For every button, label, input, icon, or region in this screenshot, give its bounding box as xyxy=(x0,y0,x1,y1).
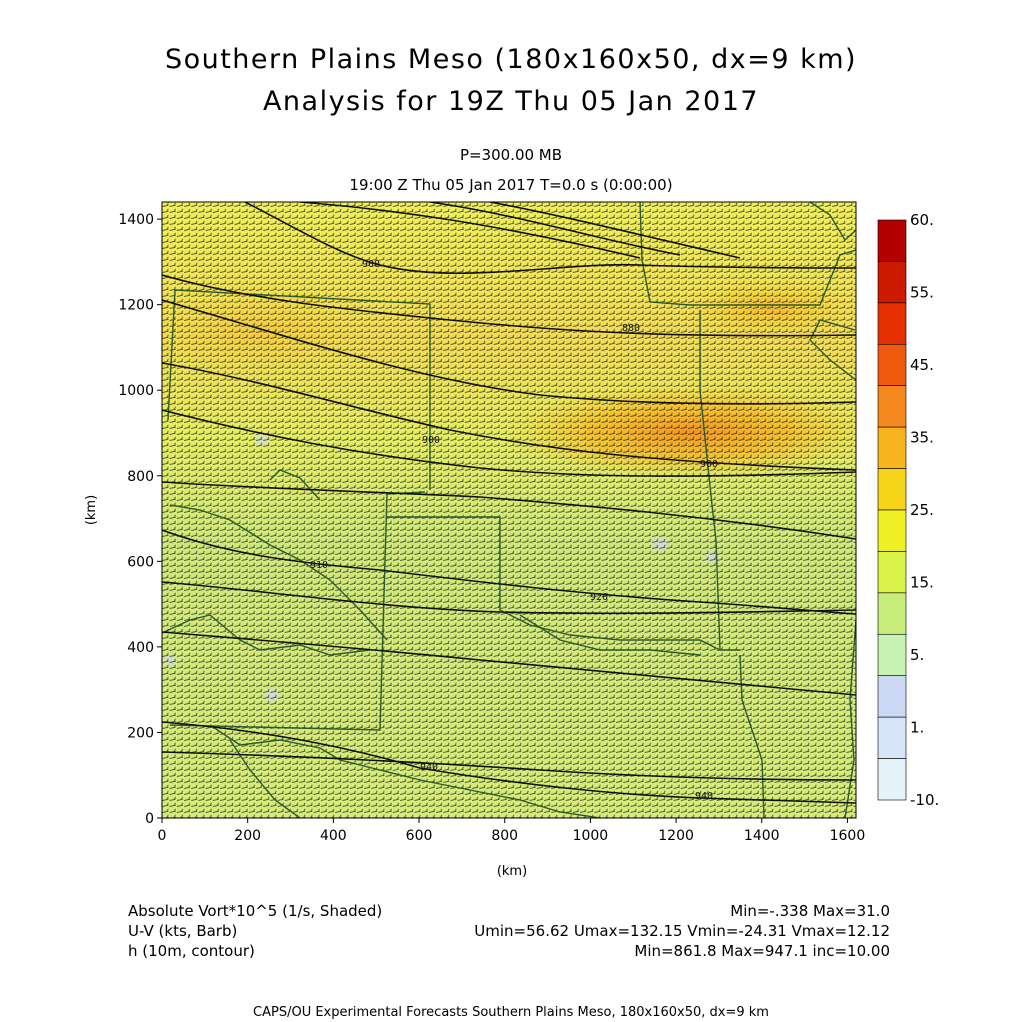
height-contour-line xyxy=(162,409,856,477)
y-axis-tick-label: 1200 xyxy=(118,298,154,314)
x-axis-tick-label: 1000 xyxy=(573,828,609,844)
colorbar-swatch xyxy=(877,343,907,387)
contour-labels: 900 880 900 900 910 920 940 940 xyxy=(310,259,718,802)
contour-label: 920 xyxy=(590,592,608,603)
colorbar-swatch xyxy=(877,261,907,304)
x-axis-tick-label: 600 xyxy=(406,828,433,844)
x-axis-label: (km) xyxy=(497,864,527,879)
colorbar-swatch xyxy=(877,219,907,262)
colorbar-swatch xyxy=(877,426,907,469)
y-axis-tick-label: 1400 xyxy=(118,212,154,228)
height-contour-line xyxy=(162,299,856,405)
height-contour-line xyxy=(162,529,856,615)
height-contour-line xyxy=(162,481,856,540)
colorbar-label: 15. xyxy=(910,574,934,592)
colorbar-swatch xyxy=(877,675,907,718)
colorbar-swatch xyxy=(877,592,907,635)
height-contour-line xyxy=(162,274,856,337)
plot-frame xyxy=(161,201,857,819)
colorbar-swatch xyxy=(877,509,907,552)
colorbar-label: -10. xyxy=(910,791,939,809)
y-axis-tick-label: 0 xyxy=(145,811,154,827)
y-axis: 0 200 400 600 800 1000 1200 1400 xyxy=(118,212,162,827)
height-contour-line xyxy=(162,581,856,615)
y-axis-tick-label: 1000 xyxy=(118,383,154,399)
height-contours xyxy=(162,202,856,804)
y-axis-tick-label: 400 xyxy=(127,640,154,656)
y-axis-tick-label: 200 xyxy=(127,725,154,741)
colorbar-label: 25. xyxy=(910,501,934,519)
colorbar-label: 5. xyxy=(910,646,924,664)
height-contour-line xyxy=(244,202,856,275)
colorbar-label: 1. xyxy=(910,719,924,737)
height-contour-line xyxy=(162,631,856,696)
chart-title: Southern Plains Meso (180x160x50, dx=9 k… xyxy=(164,44,858,75)
x-axis-tick-label: 200 xyxy=(234,828,261,844)
footer-credit: CAPS/OU Experimental Forecasts Southern … xyxy=(253,1005,769,1020)
legend-field-wind-stats: Umin=56.62 Umax=132.15 Vmin=-24.31 Vmax=… xyxy=(474,922,890,940)
chart-subtitle: Analysis for 19Z Thu 05 Jan 2017 xyxy=(262,86,760,117)
legend-field-vorticity-stats: Min=-.338 Max=31.0 xyxy=(730,902,890,920)
colorbar: 60. 55. 45. 35. 25. 15. 5. 1. -10. xyxy=(877,211,939,809)
x-axis-tick-label: 1600 xyxy=(830,828,866,844)
colorbar-label: 35. xyxy=(910,429,934,447)
contour-label: 900 xyxy=(422,435,440,446)
colorbar-label: 60. xyxy=(910,211,934,229)
colorbar-swatch xyxy=(877,758,907,801)
colorbar-swatch xyxy=(877,716,907,759)
contour-label: 940 xyxy=(420,762,438,773)
x-axis-tick-label: 1200 xyxy=(658,828,694,844)
colorbar-swatch xyxy=(877,551,907,594)
plot-area: 900 880 900 900 910 920 940 940 xyxy=(161,201,857,819)
contour-label: 940 xyxy=(695,791,713,802)
height-contour-line xyxy=(162,751,856,781)
height-contour-line xyxy=(162,362,856,471)
pressure-level-label: P=300.00 MB xyxy=(459,146,563,164)
x-axis-tick-label: 0 xyxy=(158,828,167,844)
height-contour-line xyxy=(162,721,856,804)
colorbar-label: 55. xyxy=(910,284,934,302)
valid-time-label: 19:00 Z Thu 05 Jan 2017 T=0.0 s (0:00:00… xyxy=(349,176,673,194)
legend-field-height-stats: Min=861.8 Max=947.1 inc=10.00 xyxy=(634,942,890,960)
colorbar-swatch xyxy=(877,302,907,345)
x-axis-tick-label: 400 xyxy=(320,828,347,844)
colorbar-swatch xyxy=(877,633,907,677)
colorbar-swatch xyxy=(877,468,907,511)
height-contour-line xyxy=(489,202,741,259)
legend-field-vorticity-name: Absolute Vort*10^5 (1/s, Shaded) xyxy=(128,902,383,920)
contour-label: 900 xyxy=(362,259,380,270)
legend-field-wind-name: U-V (kts, Barb) xyxy=(128,922,238,940)
contour-label: 880 xyxy=(622,323,640,334)
y-axis-tick-label: 800 xyxy=(127,469,154,485)
colorbar-swatch xyxy=(877,385,907,428)
x-axis-tick-label: 800 xyxy=(491,828,518,844)
y-axis-tick-label: 600 xyxy=(127,554,154,570)
colorbar-label: 45. xyxy=(910,356,934,374)
y-axis-label: (km) xyxy=(84,495,99,525)
x-axis: 0 200 400 600 800 1000 1200 1400 1600 xyxy=(158,818,866,844)
height-contour-line xyxy=(429,202,681,256)
contour-label: 910 xyxy=(310,560,328,571)
contour-label: 900 xyxy=(700,459,718,470)
legend-field-height-name: h (10m, contour) xyxy=(128,942,255,960)
x-axis-tick-label: 1400 xyxy=(744,828,780,844)
height-contour-line xyxy=(299,202,641,259)
